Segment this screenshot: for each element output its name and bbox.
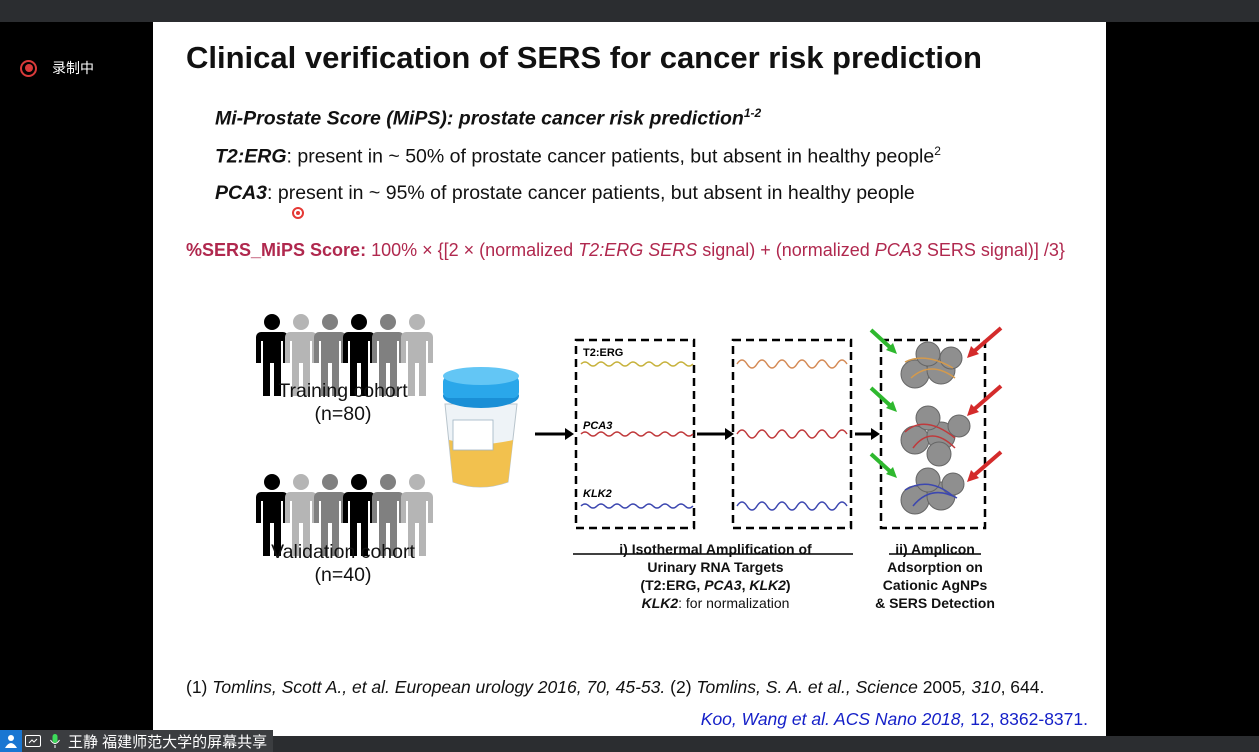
caption-line: (T2:ERG, PCA3, KLK2) (588, 576, 843, 594)
mips-sup: 1-2 (743, 106, 762, 120)
screen-share-status[interactable]: 王静 福建师范大学的屏幕共享 (0, 730, 274, 752)
screen-share-icon[interactable] (22, 730, 44, 752)
mips-text: Mi-Prostate Score (MiPS): prostate cance… (215, 107, 744, 130)
caption-line: & SERS Detection (875, 595, 995, 611)
t2erg-line: T2:ERG: present in ~ 50% of prostate can… (215, 144, 941, 169)
slide-title: Clinical verification of SERS for cancer… (186, 40, 982, 75)
target-label-t2erg: T2:ERG (583, 347, 623, 359)
caption-part: KLK2 (641, 595, 679, 611)
rna-strands (580, 359, 848, 511)
presentation-slide: Clinical verification of SERS for cancer… (153, 22, 1106, 736)
laser-arrows (869, 326, 1003, 482)
caption-line: KLK2: for normalization (588, 594, 843, 612)
ref-part: 12, 8362-8371. (965, 709, 1088, 729)
reference-1: (1) Tomlins, Scott A., et al. European u… (186, 677, 1044, 698)
caption-part: : for normalization (678, 595, 790, 611)
caption-line: ii) Amplicon (895, 541, 975, 557)
workflow-figure: T2:ERG PCA3 KLK2 (256, 314, 1003, 556)
formula-label: %SERS_MiPS Score: (186, 240, 367, 260)
caption-line: Urinary RNA Targets (647, 559, 784, 575)
record-icon (20, 59, 37, 77)
sers-mips-formula: %SERS_MiPS Score: 100% × {[2 × (normaliz… (186, 240, 1065, 261)
ref-part: , 644. (1000, 677, 1045, 697)
formula-part: 100% × {[2 × (normalized (366, 240, 579, 260)
share-label: 王静 福建师范大学的屏幕共享 (68, 733, 268, 751)
caption-line: i) Isothermal Amplification of (619, 541, 812, 557)
t2erg-sup: 2 (934, 144, 941, 158)
amplification-box (731, 338, 853, 530)
recording-indicator[interactable]: 录制中 (20, 58, 94, 78)
reference-2: Koo, Wang et al. ACS Nano 2018, 12, 8362… (701, 709, 1088, 730)
process-arrows (535, 428, 880, 440)
microphone-icon[interactable] (44, 730, 66, 752)
t2erg-text: : present in ~ 50% of prostate cancer pa… (286, 145, 935, 168)
validation-cohort-label: Validation cohort (271, 541, 415, 563)
training-cohort-label: Training cohort (278, 380, 408, 402)
t2erg-name: T2:ERG (215, 145, 287, 168)
caption-part: (T2:ERG, (640, 577, 705, 593)
ref-part: Tomlins, Scott A., et al. European urolo… (212, 677, 666, 697)
caption-part: ) (785, 577, 791, 593)
amplification-caption: i) Isothermal Amplification of Urinary R… (588, 540, 843, 612)
formula-part: signal) + (normalized (697, 240, 875, 260)
sers-detection-caption: ii) Amplicon Adsorption on Cationic AgNP… (865, 540, 1005, 612)
caption-part: KLK2 (749, 577, 786, 593)
pca3-name: PCA3 (215, 182, 268, 204)
mips-line: Mi-Prostate Score (MiPS): prostate cance… (215, 106, 761, 131)
target-label-pca3: PCA3 (583, 420, 612, 432)
formula-part: SERS signal)] /3} (921, 240, 1065, 260)
top-toolbar (0, 0, 1259, 22)
pca3-line: PCA3: present in ~ 95% of prostate cance… (215, 182, 915, 205)
validation-cohort-n: (n=40) (314, 564, 372, 586)
sample-cup-icon (443, 367, 519, 488)
bottom-bar (0, 736, 1259, 752)
caption-line: Cationic AgNPs (882, 577, 988, 593)
ref-part: Tomlins, S. A. et al., Science (696, 677, 923, 697)
recording-label: 录制中 (52, 60, 94, 76)
target-label-klk2: KLK2 (583, 488, 612, 500)
pca3-text: : present in ~ 95% of prostate cancer pa… (267, 182, 915, 204)
formula-part: PCA3 (874, 240, 922, 260)
training-cohort-n: (n=80) (314, 403, 372, 425)
rna-targets-box (574, 338, 696, 530)
laser-pointer-icon (292, 207, 304, 219)
ref-part: 2005 (922, 677, 962, 697)
ref-part: (2) (665, 677, 697, 697)
caption-part: , (741, 577, 750, 593)
caption-part: PCA3 (704, 577, 742, 593)
ref-part: Koo, Wang et al. ACS Nano 2018, (700, 709, 966, 729)
sers-detection-box (879, 338, 987, 530)
ref-part: , 310 (961, 677, 1001, 697)
participant-icon[interactable] (0, 730, 22, 752)
ref-part: (1) (186, 677, 213, 697)
training-cohort: Training cohort (n=80) (273, 380, 413, 426)
agnp-clusters (900, 341, 971, 515)
caption-line: Adsorption on (887, 559, 983, 575)
formula-part: T2:ERG SERS (578, 240, 698, 260)
validation-cohort: Validation cohort (n=40) (263, 541, 423, 587)
